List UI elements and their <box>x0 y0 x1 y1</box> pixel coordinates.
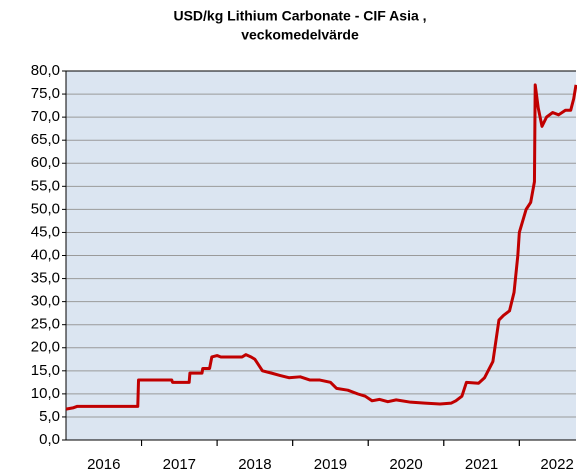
x-tick-label: 2018 <box>238 456 271 473</box>
y-tick-label: 25,0 <box>31 316 60 333</box>
x-tick-label: 2021 <box>465 456 498 473</box>
x-tick-label: 2017 <box>163 456 196 473</box>
y-tick-label: 75,0 <box>31 85 60 102</box>
y-tick-label: 70,0 <box>31 108 60 125</box>
x-tick-label: 2020 <box>389 456 422 473</box>
chart-title: USD/kg Lithium Carbonate - CIF Asia , <box>173 8 426 24</box>
y-tick-label: 15,0 <box>31 362 60 379</box>
y-tick-label: 45,0 <box>31 223 60 240</box>
y-tick-label: 50,0 <box>31 200 60 217</box>
chart-title: veckomedelvärde <box>241 27 359 43</box>
y-tick-label: 80,0 <box>31 62 60 79</box>
data-line <box>65 83 577 411</box>
y-tick-label: 10,0 <box>31 385 60 402</box>
x-tick-label: 2022 <box>540 456 573 473</box>
y-tick-label: 5,0 <box>39 408 60 425</box>
y-tick-label: 0,0 <box>39 431 60 448</box>
x-tick-label: 2019 <box>314 456 347 473</box>
y-tick-label: 55,0 <box>31 177 60 194</box>
y-tick-label: 40,0 <box>31 246 60 263</box>
y-tick-label: 20,0 <box>31 339 60 356</box>
x-tick-label: 2016 <box>87 456 120 473</box>
y-tick-label: 35,0 <box>31 270 60 287</box>
y-tick-label: 65,0 <box>31 131 60 148</box>
y-tick-label: 30,0 <box>31 293 60 310</box>
y-tick-label: 60,0 <box>31 154 60 171</box>
